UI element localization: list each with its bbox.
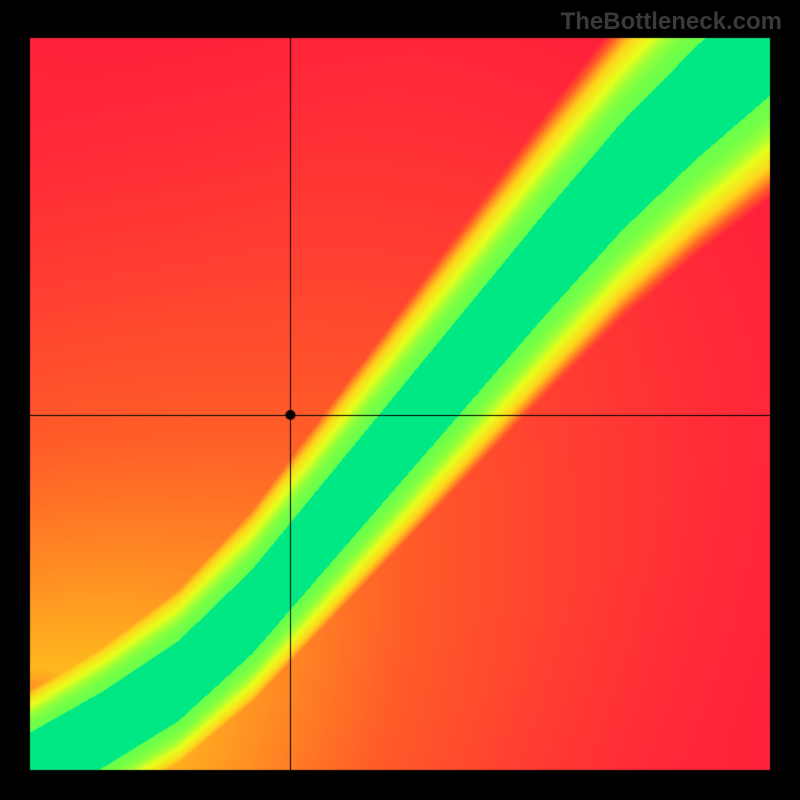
chart-container: TheBottleneck.com	[0, 0, 800, 800]
bottleneck-heatmap	[0, 0, 800, 800]
watermark-text: TheBottleneck.com	[561, 8, 782, 36]
